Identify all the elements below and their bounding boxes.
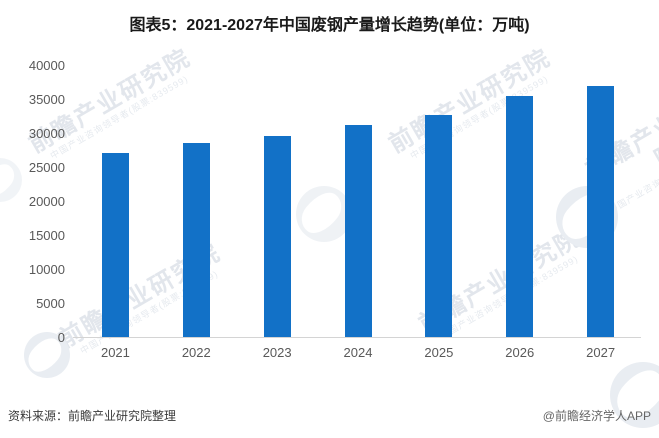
y-tick-label-15000: 15000 [28,227,65,243]
x-tick-label-2022: 2022 [181,345,211,360]
x-tick-label-2021: 2021 [100,345,130,360]
bar-2023 [263,135,291,337]
bar-column-2027 [560,65,641,337]
bar-2022 [182,143,210,337]
watermark-credit: @前瞻经济学人APP [542,409,651,423]
bar-column-2026 [479,65,560,337]
bar-2027 [587,86,615,337]
source-note: 资料来源：前瞻产业研究院整理 [8,409,177,423]
chart-title: 图表5：2021-2027年中国废钢产量增长趋势(单位：万吨) [129,17,530,34]
y-tick-label-35000: 35000 [28,91,65,107]
bar-2021 [101,153,129,337]
plot-area [75,65,641,337]
bar-column-2021 [75,65,156,337]
bar-2026 [506,95,534,337]
bar-2024 [344,124,372,337]
bar-column-2025 [398,65,479,337]
bar-column-2023 [237,65,318,337]
y-tick-label-40000: 40000 [28,57,65,73]
x-tick-label-2024: 2024 [343,345,373,360]
y-tick-label-25000: 25000 [28,159,65,175]
x-tick-label-2026: 2026 [505,345,535,360]
x-axis-line [73,337,641,338]
bar-2025 [425,115,453,337]
bar-column-2024 [318,65,399,337]
y-tick-label-0: 0 [57,329,65,345]
bar-column-2022 [156,65,237,337]
x-tick-label-2025: 2025 [424,345,454,360]
x-tick-label-2027: 2027 [586,345,616,360]
y-tick-label-10000: 10000 [28,261,65,277]
x-tick-label-2023: 2023 [262,345,292,360]
y-tick-label-20000: 20000 [28,193,65,209]
x-axis: 2021 2022 2023 2024 2025 2026 2027 [75,345,641,361]
y-tick-label-5000: 5000 [36,295,65,311]
y-tick-label-30000: 30000 [28,125,65,141]
